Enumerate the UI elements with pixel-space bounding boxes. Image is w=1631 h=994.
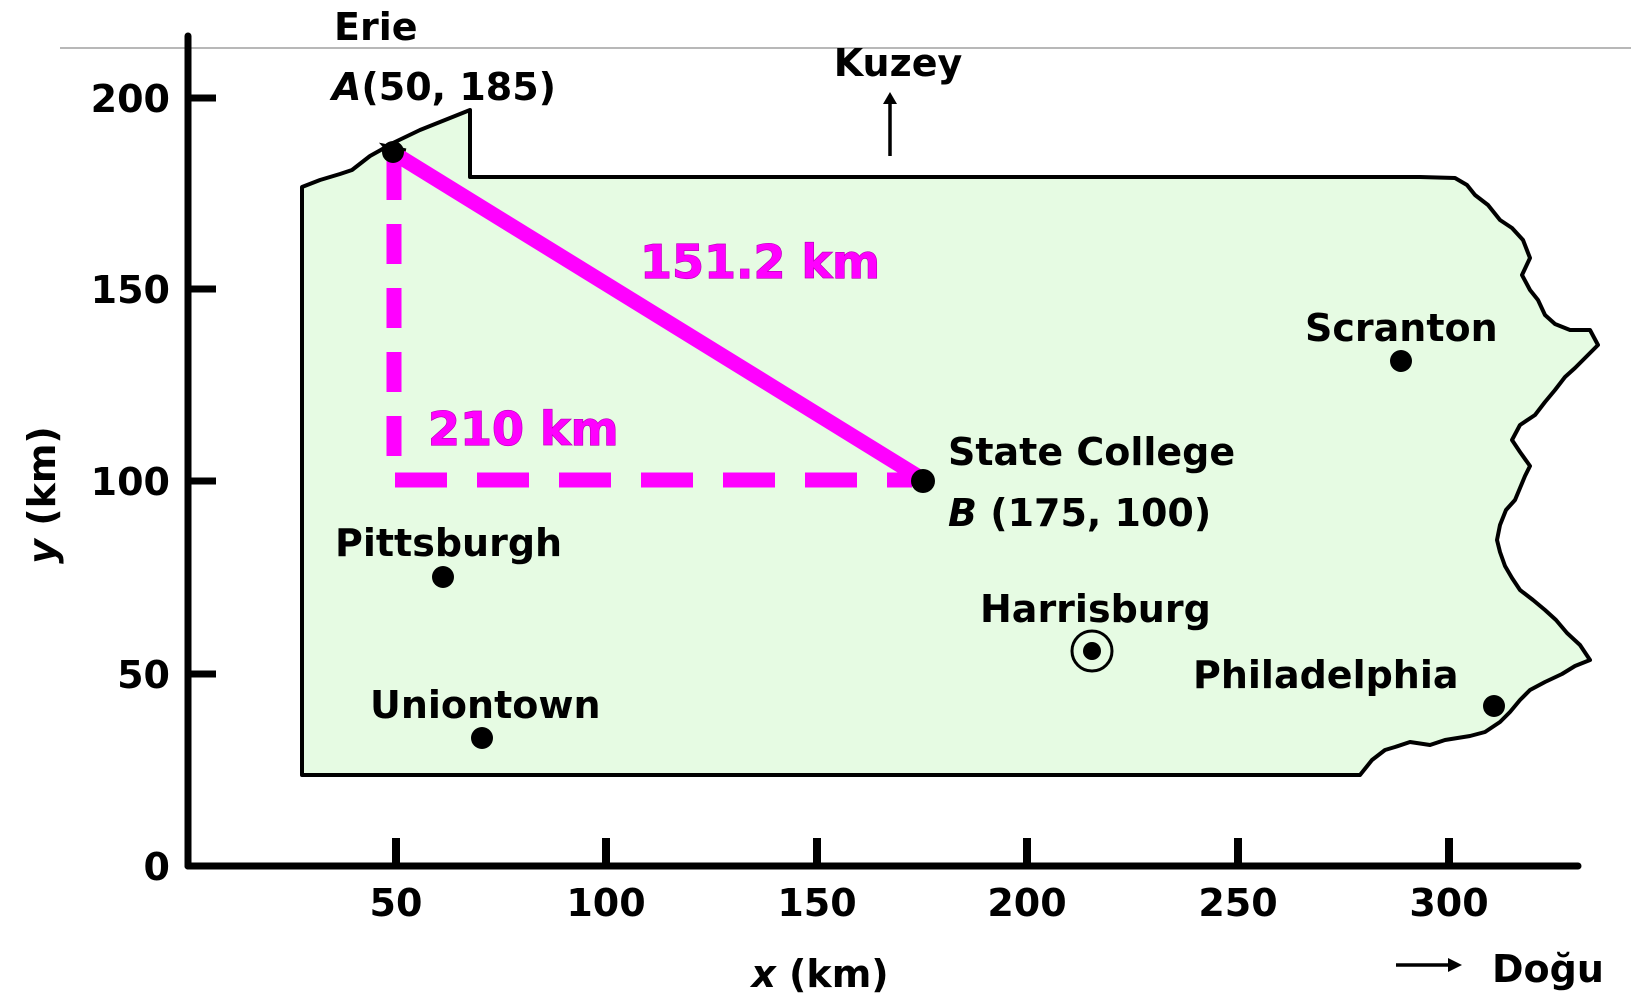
scranton-marker (1390, 350, 1412, 372)
pittsburgh-label: Pittsburgh (335, 521, 562, 565)
direct-distance-line (388, 145, 928, 487)
state-college-label: State College (948, 430, 1235, 474)
harrisburg-label: Harrisburg (980, 587, 1211, 631)
y-tick-label: 150 (91, 268, 170, 312)
erie-label: Erie (334, 5, 418, 49)
point-b-label: B (175, 100) (948, 491, 1211, 535)
y-axis-ticks: 0 50 100 150 200 (91, 77, 216, 889)
x-tick-label: 200 (987, 881, 1066, 925)
x-tick-label: 100 (566, 881, 645, 925)
x-tick-label: 300 (1409, 881, 1488, 925)
y-tick-label: 100 (91, 460, 170, 504)
point-b-marker (911, 469, 935, 493)
uniontown-marker (471, 727, 493, 749)
point-a-label: A(50, 185) (329, 65, 556, 109)
y-tick-label: 200 (91, 77, 170, 121)
scranton-label: Scranton (1305, 306, 1498, 350)
point-a-arrow-icon (378, 142, 407, 161)
pennsylvania-outline (300, 108, 1600, 777)
y-axis-title: y (km) (20, 426, 64, 564)
pittsburgh-marker (432, 566, 454, 588)
x-tick-label: 250 (1198, 881, 1277, 925)
east-label: Doğu (1492, 947, 1604, 991)
north-label: Kuzey (834, 41, 963, 85)
philadelphia-marker (1483, 695, 1505, 717)
x-tick-label: 150 (777, 881, 856, 925)
horizontal-distance-label: 210 km (428, 402, 619, 456)
direct-distance-label: 151.2 km (640, 235, 880, 289)
x-tick-label: 50 (370, 881, 423, 925)
x-axis-ticks: 50 100 150 200 250 300 (370, 838, 1489, 925)
y-tick-label: 50 (117, 653, 170, 697)
harrisburg-marker (1083, 642, 1101, 660)
philadelphia-label: Philadelphia (1193, 653, 1459, 697)
north-arrowhead-icon (883, 92, 897, 104)
x-axis-title: x (km) (749, 952, 888, 994)
harrisburg-capital-ring-icon (1070, 629, 1114, 673)
y-tick-label: 0 (144, 845, 170, 889)
uniontown-label: Uniontown (370, 683, 601, 727)
east-arrowhead-icon (1448, 958, 1462, 972)
